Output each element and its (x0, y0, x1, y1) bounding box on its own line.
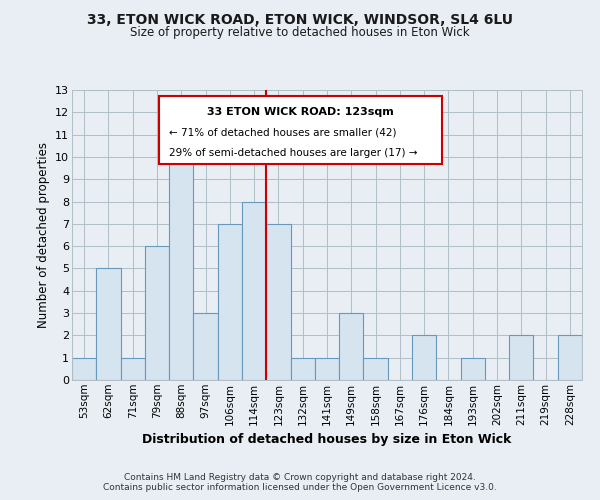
Text: ← 71% of detached houses are smaller (42): ← 71% of detached houses are smaller (42… (169, 128, 397, 138)
Bar (145, 246, 169, 380)
FancyBboxPatch shape (158, 96, 442, 164)
Bar (169, 134, 193, 380)
Bar (364, 358, 388, 380)
Text: Contains HM Land Registry data © Crown copyright and database right 2024.: Contains HM Land Registry data © Crown c… (124, 472, 476, 482)
Bar (96, 268, 121, 380)
Bar (509, 336, 533, 380)
Bar (242, 202, 266, 380)
Bar (339, 313, 364, 380)
Text: 33, ETON WICK ROAD, ETON WICK, WINDSOR, SL4 6LU: 33, ETON WICK ROAD, ETON WICK, WINDSOR, … (87, 12, 513, 26)
Bar (218, 224, 242, 380)
Bar (72, 358, 96, 380)
Text: 33 ETON WICK ROAD: 123sqm: 33 ETON WICK ROAD: 123sqm (207, 108, 394, 118)
Bar (558, 336, 582, 380)
Bar (290, 358, 315, 380)
Bar (412, 336, 436, 380)
Text: Size of property relative to detached houses in Eton Wick: Size of property relative to detached ho… (130, 26, 470, 39)
Bar (193, 313, 218, 380)
Text: 29% of semi-detached houses are larger (17) →: 29% of semi-detached houses are larger (… (169, 148, 418, 158)
Bar (315, 358, 339, 380)
Bar (461, 358, 485, 380)
Y-axis label: Number of detached properties: Number of detached properties (37, 142, 50, 328)
Text: Contains public sector information licensed under the Open Government Licence v3: Contains public sector information licen… (103, 484, 497, 492)
Bar (121, 358, 145, 380)
Bar (266, 224, 290, 380)
X-axis label: Distribution of detached houses by size in Eton Wick: Distribution of detached houses by size … (142, 433, 512, 446)
